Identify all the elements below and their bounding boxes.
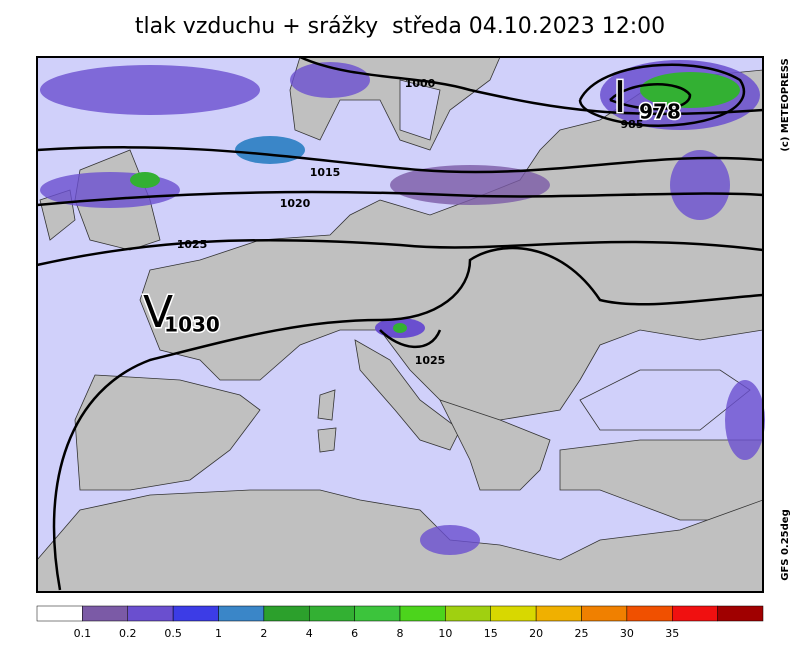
legend-color [172, 605, 219, 622]
legend-color [218, 605, 265, 622]
legend-label: 0.5 [164, 627, 182, 640]
legend-label: 30 [620, 627, 634, 640]
legend-label: 2 [260, 627, 267, 640]
legend-color [127, 605, 174, 622]
legend-color [581, 605, 628, 622]
isobar-label: 1000 [405, 77, 436, 90]
low-value: 978 [639, 100, 681, 124]
legend-label: 1 [215, 627, 222, 640]
legend-label: 4 [306, 627, 313, 640]
isobar-labels: 1000 1015 1020 1025 1025 985 [177, 77, 644, 367]
inland-seas [399, 79, 751, 431]
legend-label: 0.2 [119, 627, 137, 640]
legend: 0.1 0.2 0.5 1 2 4 6 8 10 15 20 25 30 35 [36, 605, 764, 640]
legend-color [399, 605, 446, 622]
legend-color [672, 605, 718, 622]
legend-color [535, 605, 582, 622]
model-credit: GFS 0.25deg [780, 509, 791, 581]
legend-color [445, 605, 491, 622]
pressure-centers: V 1030 I 978 [141, 71, 682, 340]
legend-label: 10 [438, 627, 452, 640]
legend-label: 20 [529, 627, 543, 640]
map-frame [36, 56, 764, 593]
legend-color [263, 605, 310, 622]
legend-label: 6 [351, 627, 358, 640]
legend-label: 15 [484, 627, 498, 640]
isobar-label: 1020 [280, 197, 311, 210]
isobar-label: 1025 [177, 238, 208, 251]
copyright: (c) METEOPRESS [780, 58, 791, 151]
land [36, 56, 764, 593]
title: tlak vzduchu + srážky středa 04.10.2023 … [135, 14, 665, 39]
legend-color [626, 605, 673, 622]
legend-label: 0.1 [74, 627, 92, 640]
map: 1000 1015 1020 1025 1025 985 V 1030 I 97… [36, 55, 765, 593]
high-symbol: V [143, 287, 173, 338]
legend-color [490, 605, 537, 622]
legend-color [717, 605, 764, 622]
low-symbol: I [614, 72, 627, 123]
legend-color [82, 605, 128, 622]
legend-label: 25 [575, 627, 589, 640]
isobar-label: 1025 [415, 354, 446, 367]
legend-color [354, 605, 401, 622]
isobar-label: 1015 [310, 166, 341, 179]
high-value: 1030 [164, 313, 220, 337]
isobars [36, 55, 764, 591]
legend-label: 8 [397, 627, 404, 640]
legend-label: 35 [665, 627, 679, 640]
legend-color [309, 605, 355, 622]
legend-color [36, 605, 83, 622]
isobar-label: 985 [621, 118, 644, 131]
